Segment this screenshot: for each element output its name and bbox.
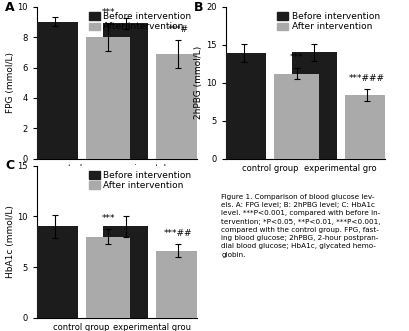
Bar: [103, 24, 148, 159]
Legend: Before intervention, After intervention: Before intervention, After intervention: [276, 11, 380, 32]
Bar: [156, 54, 200, 159]
Bar: [274, 73, 318, 159]
Text: ***: ***: [101, 214, 115, 223]
Bar: [33, 22, 77, 159]
Y-axis label: FPG (mmol/L): FPG (mmol/L): [6, 52, 15, 113]
Text: ***: ***: [101, 8, 115, 17]
Bar: [33, 226, 77, 318]
Text: A: A: [5, 1, 14, 14]
Bar: [85, 237, 130, 318]
Text: C: C: [5, 160, 14, 172]
Text: B: B: [193, 1, 202, 14]
Bar: [85, 37, 130, 159]
Text: Figure 1. Comparison of blood glucose lev-
els. A: FPG level; B: 2hPBG level; C:: Figure 1. Comparison of blood glucose le…: [221, 194, 380, 258]
Text: ***#: ***#: [168, 25, 189, 34]
Bar: [291, 52, 336, 159]
Bar: [103, 226, 148, 318]
Text: ***###: ***###: [348, 74, 384, 83]
Y-axis label: HbA1c (mmol/L): HbA1c (mmol/L): [6, 205, 15, 278]
Bar: [344, 95, 389, 159]
Legend: Before intervention, After intervention: Before intervention, After intervention: [88, 11, 192, 32]
Bar: [156, 251, 200, 318]
Y-axis label: 2hPBG (mmol/L): 2hPBG (mmol/L): [194, 46, 203, 119]
Legend: Before intervention, After intervention: Before intervention, After intervention: [88, 170, 192, 191]
Text: ***: ***: [289, 53, 303, 62]
Text: ***##: ***##: [164, 229, 192, 238]
Bar: [221, 53, 265, 159]
